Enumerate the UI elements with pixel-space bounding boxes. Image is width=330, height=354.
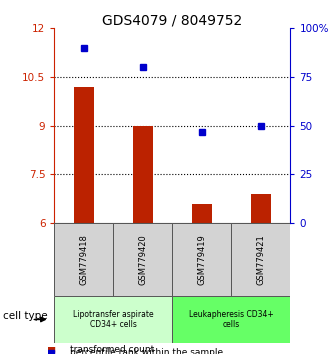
- Text: transformed count: transformed count: [71, 345, 155, 354]
- Bar: [192, 204, 212, 223]
- Text: GSM779418: GSM779418: [80, 234, 88, 285]
- Bar: [173, 223, 231, 296]
- Text: Leukapheresis CD34+
cells: Leukapheresis CD34+ cells: [189, 310, 274, 329]
- Bar: [54, 223, 114, 296]
- Text: GSM779421: GSM779421: [256, 234, 265, 285]
- Text: percentile rank within the sample: percentile rank within the sample: [71, 348, 224, 354]
- Bar: [173, 296, 290, 343]
- Bar: [231, 223, 290, 296]
- Bar: [114, 223, 173, 296]
- Text: Lipotransfer aspirate
CD34+ cells: Lipotransfer aspirate CD34+ cells: [73, 310, 154, 329]
- Bar: [133, 126, 153, 223]
- Bar: [250, 194, 271, 223]
- Bar: [54, 296, 173, 343]
- Text: GSM779420: GSM779420: [138, 234, 148, 285]
- Bar: [74, 87, 94, 223]
- Title: GDS4079 / 8049752: GDS4079 / 8049752: [102, 13, 243, 27]
- Text: cell type: cell type: [3, 311, 48, 321]
- Text: GSM779419: GSM779419: [197, 234, 207, 285]
